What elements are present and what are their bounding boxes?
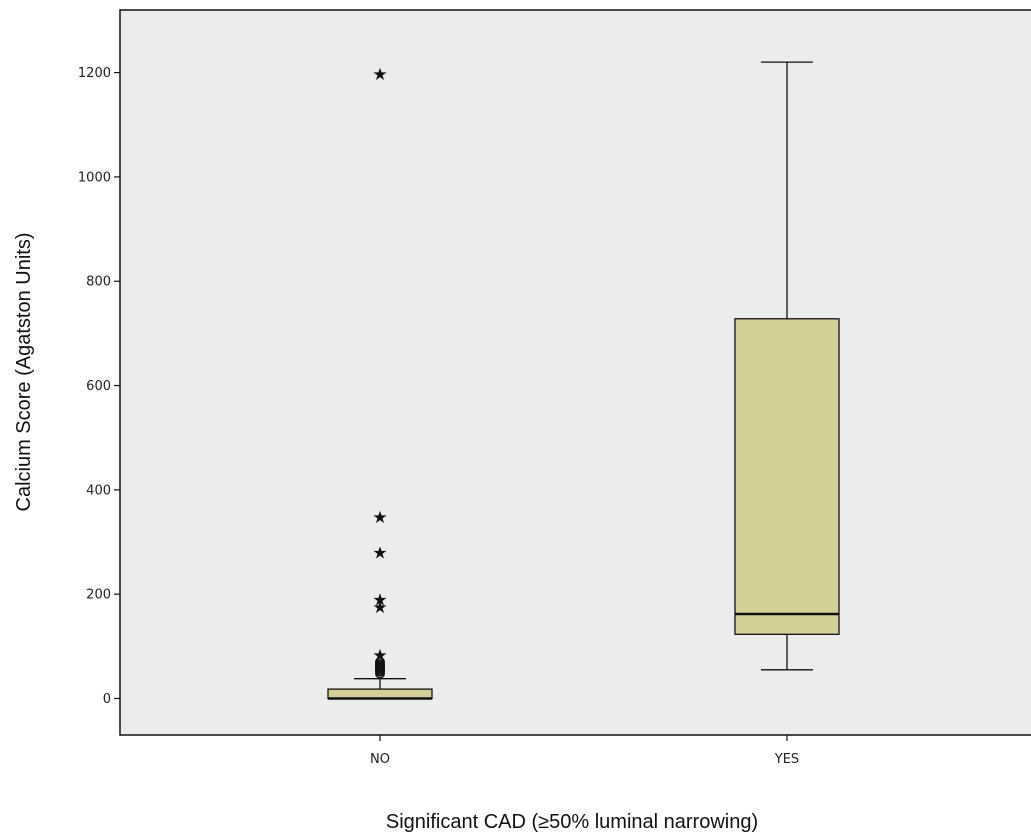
box-yes xyxy=(734,61,840,671)
x-axis-title: Significant CAD (≥50% luminal narrowing) xyxy=(386,811,758,833)
y-axis: 0 200 400 600 800 1000 1200 xyxy=(78,66,120,707)
y-axis-title: Calcium Score (Agatston Units) xyxy=(13,233,35,512)
y-tick-label: 800 xyxy=(86,275,111,290)
boxes: ★★★★★★ xyxy=(327,61,840,700)
iqr-box xyxy=(734,318,840,635)
extreme-point: ★ xyxy=(372,598,387,618)
plot-area xyxy=(119,9,1031,736)
extreme-point: ★ xyxy=(372,646,387,666)
box-no: ★★★★★★ xyxy=(327,65,433,700)
y-tick-label: 600 xyxy=(86,379,111,394)
x-axis: NO YES xyxy=(370,735,799,767)
y-tick-label: 200 xyxy=(86,588,111,603)
extreme-point: ★ xyxy=(372,543,387,563)
extreme-point: ★ xyxy=(372,65,387,85)
extreme-point: ★ xyxy=(372,590,387,610)
y-tick-label: 1000 xyxy=(78,170,111,185)
outlier-point xyxy=(374,656,385,667)
extreme-point: ★ xyxy=(372,508,387,528)
x-tick-label: NO xyxy=(370,752,390,767)
y-tick-label: 400 xyxy=(86,483,111,498)
iqr-box xyxy=(327,688,433,700)
y-tick-label: 0 xyxy=(103,692,111,707)
x-tick-label: YES xyxy=(774,752,799,767)
y-tick-label: 1200 xyxy=(78,66,111,81)
